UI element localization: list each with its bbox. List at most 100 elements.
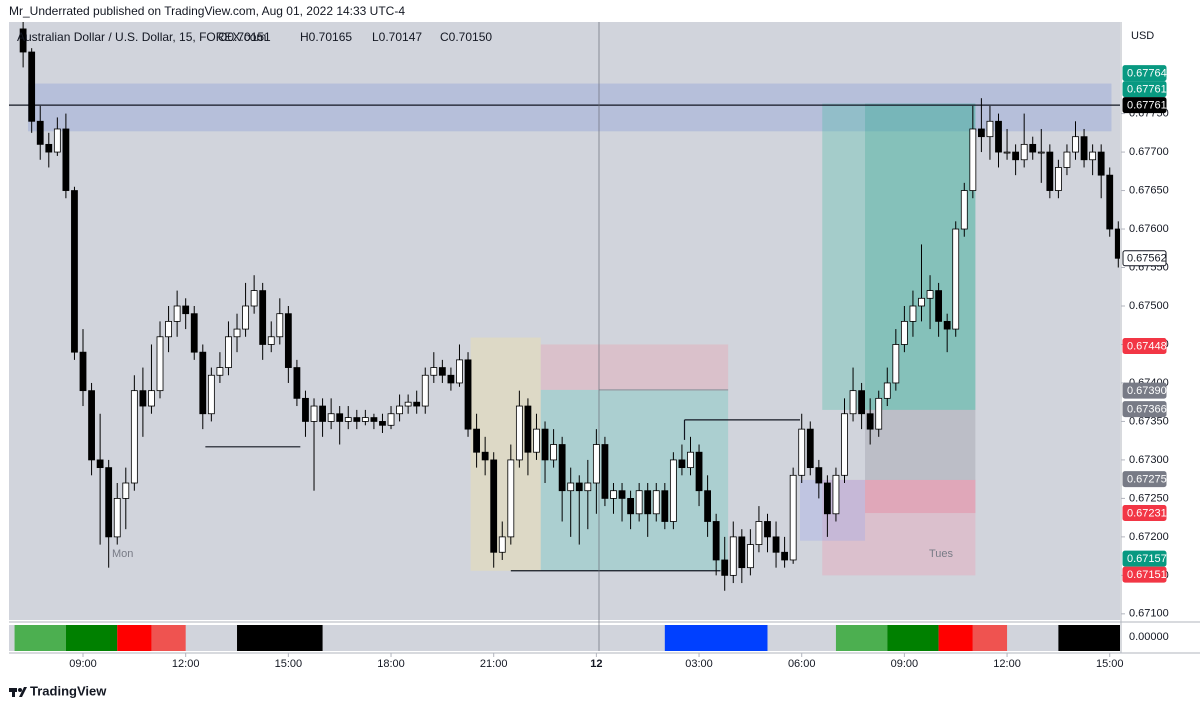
candle-body <box>53 128 61 153</box>
y-tick-label: 0.67600 <box>1129 223 1169 235</box>
indicator-block <box>237 625 323 651</box>
indicator-block <box>65 625 118 651</box>
candle-body <box>336 413 344 422</box>
candle-body <box>387 413 395 426</box>
indicator-block <box>972 625 1008 651</box>
candle-body <box>182 305 190 315</box>
candle-body <box>729 536 737 576</box>
y-tick-label: 0.67250 <box>1129 492 1169 504</box>
price-tag-label: 0.67761 <box>1127 100 1167 112</box>
candle-body <box>558 444 566 492</box>
zone <box>27 83 1112 132</box>
y-tick-label: 0.67300 <box>1129 454 1169 466</box>
candle-body <box>216 367 224 376</box>
candle-body <box>918 297 925 307</box>
candle-body <box>113 497 121 538</box>
candle-body <box>755 521 763 545</box>
x-tick-label: 06:00 <box>788 658 816 670</box>
candle-body <box>764 521 771 538</box>
candle-body <box>695 451 703 492</box>
zone <box>470 337 541 571</box>
y-tick-label: 0.67350 <box>1129 415 1169 427</box>
candle-body <box>977 128 985 138</box>
candle-body <box>1072 136 1079 153</box>
candle-body <box>225 336 232 368</box>
candle-body <box>669 459 677 522</box>
candle-body <box>1106 174 1114 230</box>
candle-body <box>1063 151 1071 168</box>
zone <box>865 409 976 480</box>
candle-body <box>447 374 455 384</box>
candle-body <box>952 228 960 330</box>
x-tick-label: 12:00 <box>172 658 200 670</box>
x-tick-label: 21:00 <box>480 658 508 670</box>
candle-body <box>584 482 592 492</box>
candle-body <box>464 359 472 430</box>
x-tick-label: 09:00 <box>891 658 919 670</box>
candle-body <box>1080 136 1088 161</box>
candle-body <box>421 374 429 407</box>
candle-body <box>652 490 660 515</box>
candle-body <box>498 536 506 553</box>
zone <box>822 479 976 576</box>
y-tick-label: 0.67500 <box>1129 300 1169 312</box>
candle-body <box>644 490 652 515</box>
currency-label: USD <box>1131 30 1154 42</box>
zone <box>865 479 976 514</box>
candle-body <box>789 474 797 561</box>
indicator-block <box>14 625 66 651</box>
y-tick-label: 0.67700 <box>1129 146 1169 158</box>
indicator <box>14 625 1120 651</box>
x-tick-label: 12:00 <box>993 658 1021 670</box>
candle-body <box>524 405 532 453</box>
candle-body <box>858 390 866 415</box>
candle-body <box>781 551 789 561</box>
price-tag <box>1122 471 1167 488</box>
footer-logo <box>9 687 27 697</box>
legend-low: L0.70147 <box>372 30 422 44</box>
price-tag-label: 0.67157 <box>1127 553 1167 565</box>
candle-body <box>233 328 241 338</box>
x-tick-label: 15:00 <box>1096 658 1124 670</box>
candle-body <box>36 120 44 145</box>
price-tag <box>1122 250 1167 267</box>
annotation: Mon <box>112 548 133 560</box>
candle-body <box>199 351 207 415</box>
footer: TradingView <box>30 683 107 698</box>
candle-body <box>130 390 138 484</box>
candle-body <box>892 344 900 384</box>
candle-body <box>841 413 848 476</box>
candle-body <box>28 51 36 122</box>
price-tag-label: 0.67231 <box>1127 507 1167 519</box>
candle-body <box>909 305 917 322</box>
candle-body <box>1029 143 1037 153</box>
indicator-block <box>887 625 939 651</box>
candle-body <box>370 417 378 422</box>
price-tag <box>1122 65 1167 82</box>
price-tag <box>1122 401 1167 418</box>
price-tag-label: 0.67390 <box>1127 385 1167 397</box>
price-tag <box>1122 550 1167 567</box>
candle-body <box>806 428 814 469</box>
candle-body <box>592 444 600 484</box>
candle-body <box>490 459 498 553</box>
candle-body <box>190 313 198 353</box>
candle-body <box>353 417 361 422</box>
zone <box>540 344 729 390</box>
indicator-block <box>664 625 768 651</box>
candle-body <box>687 451 694 469</box>
candle-body <box>396 405 403 415</box>
candle-body <box>1012 151 1020 161</box>
candle-body <box>943 320 951 330</box>
candle-body <box>661 490 669 522</box>
candle-body <box>327 413 335 422</box>
candle-body <box>165 320 172 338</box>
candle-body <box>293 367 301 399</box>
candle-body <box>533 428 540 453</box>
candle-body <box>515 405 523 461</box>
symbol-legend: Australian Dollar / U.S. Dollar, 15, FOR… <box>17 30 266 44</box>
candle-body <box>45 143 53 153</box>
candle-body <box>71 190 78 353</box>
candle-body <box>438 367 446 376</box>
